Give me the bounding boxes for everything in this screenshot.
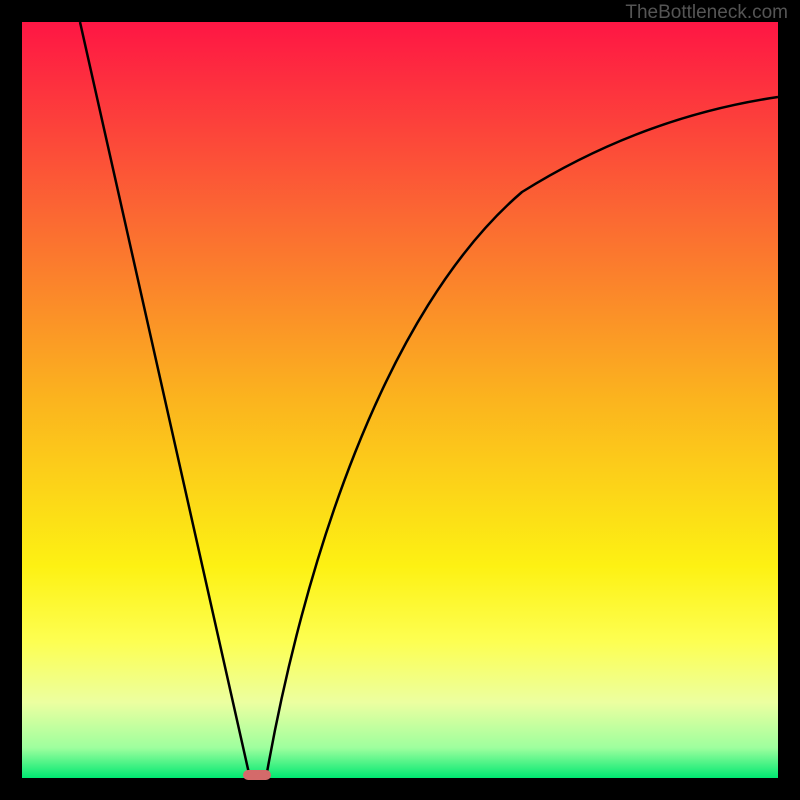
plot-area xyxy=(22,22,778,778)
chart-container: TheBottleneck.com xyxy=(0,0,800,800)
optimum-marker xyxy=(243,770,271,780)
curve-svg xyxy=(22,22,778,778)
bottleneck-curve xyxy=(80,22,778,778)
attribution-text: TheBottleneck.com xyxy=(625,2,788,24)
